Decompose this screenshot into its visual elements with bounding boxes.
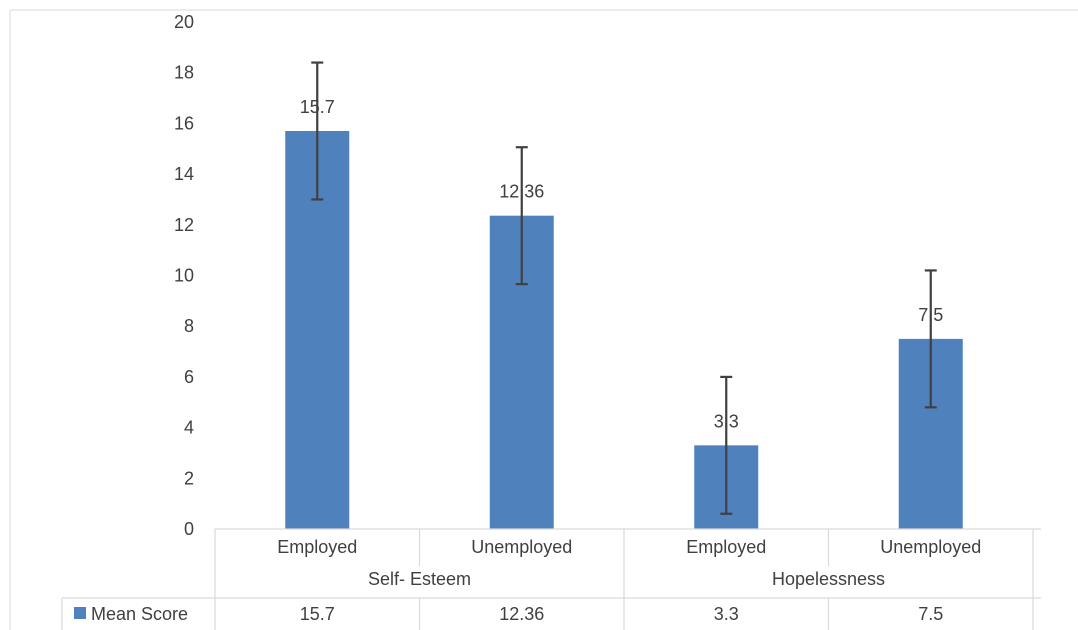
table-value-cell: 12.36 [499,604,544,624]
bars-layer [285,131,963,529]
error-bar [720,375,733,515]
x-group-label: Hopelessness [772,569,885,589]
y-tick-label: 20 [174,12,194,32]
x-category-label: Employed [277,537,357,557]
table-value-cell: 7.5 [918,604,943,624]
x-category-label: Unemployed [880,537,981,557]
error-bars-layer [311,61,937,515]
y-tick-label: 12 [174,215,194,235]
y-tick-label: 16 [174,113,194,133]
error-bar [311,61,324,201]
data-label: 15.7 [300,97,335,117]
data-label: 12.36 [499,182,544,202]
y-tick-label: 0 [184,519,194,539]
legend-label: Mean Score [91,604,188,624]
y-tick-label: 14 [174,164,194,184]
y-tick-label: 18 [174,63,194,83]
error-bar [924,269,937,409]
data-label: 7.5 [918,305,943,325]
y-tick-label: 10 [174,266,194,286]
x-category-label: Unemployed [471,537,572,557]
x-category-label: Employed [686,537,766,557]
legend-swatch [74,607,86,619]
error-bar [515,146,528,286]
y-tick-label: 4 [184,418,194,438]
y-tick-label: 6 [184,367,194,387]
table-value-cell: 15.7 [300,604,335,624]
data-table: Employed Unemployed Employed UnemployedSelf… [61,528,1041,630]
y-axis: 0 2 4 6 8 10 12 14 16 18 20 [174,12,194,539]
data-labels-layer: 15.7 12.36 3.3 7.5 [300,97,944,431]
y-tick-label: 2 [184,468,194,488]
x-group-label: Self- Esteem [368,569,471,589]
data-label: 3.3 [714,411,739,431]
table-value-cell: 3.3 [714,604,739,624]
y-tick-label: 8 [184,316,194,336]
